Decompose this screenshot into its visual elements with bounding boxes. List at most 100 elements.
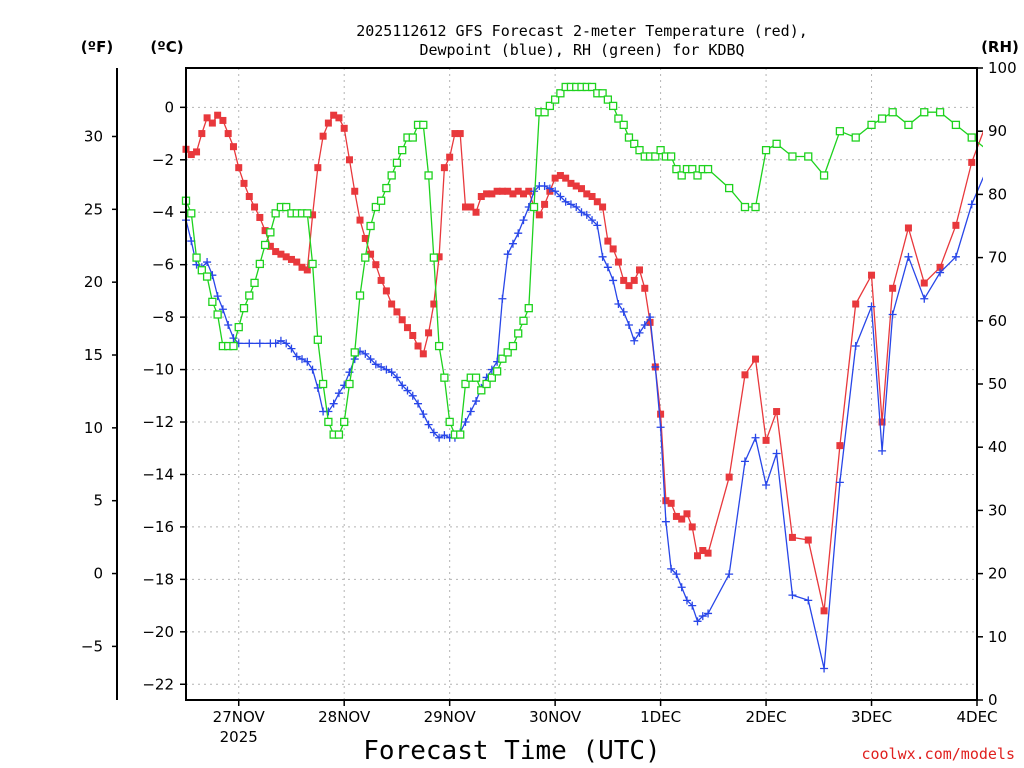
rh-point bbox=[529, 202, 539, 212]
dewpoint-point bbox=[366, 355, 375, 364]
2-meter-temperature-point bbox=[567, 179, 575, 187]
dewpoint-point bbox=[324, 407, 333, 416]
2-meter-temperature-point bbox=[377, 276, 385, 284]
dewpoint-point bbox=[640, 320, 649, 329]
2-meter-temperature-point bbox=[578, 185, 585, 193]
2-meter-temperature-point bbox=[245, 192, 253, 200]
2-meter-temperature-point bbox=[904, 224, 912, 232]
rh-point bbox=[340, 417, 349, 427]
dewpoint-point bbox=[951, 252, 960, 261]
time-tick-label: 4DEC bbox=[956, 708, 997, 726]
2-meter-temperature-point bbox=[820, 607, 828, 615]
rh-point bbox=[598, 89, 607, 98]
plot-frame bbox=[185, 67, 978, 701]
dewpoint-point bbox=[920, 294, 929, 303]
dewpoint-point bbox=[651, 362, 660, 371]
2-meter-temperature-point bbox=[193, 148, 201, 156]
2-meter-temperature-point bbox=[414, 342, 422, 350]
2-meter-temperature-point bbox=[498, 187, 506, 195]
rh-tick-label: 50 bbox=[988, 375, 1007, 393]
celsius-tick-label: 0 bbox=[164, 98, 174, 116]
dewpoint-point bbox=[624, 320, 633, 329]
dewpoint-point bbox=[804, 596, 813, 605]
rh-point bbox=[187, 209, 196, 218]
2-meter-temperature-point bbox=[667, 499, 675, 507]
2-meter-temperature-point bbox=[519, 190, 527, 198]
chart-title-line2: Dewpoint (blue), RH (green) for KDBQ bbox=[419, 41, 744, 59]
dewpoint-point bbox=[424, 420, 433, 429]
rh-point bbox=[804, 152, 813, 161]
rh-point bbox=[867, 120, 876, 130]
dewpoint-point bbox=[371, 360, 380, 369]
2-meter-temperature-point bbox=[688, 523, 696, 531]
time-tick-label: 28NOV bbox=[318, 708, 371, 726]
2-meter-temperature-point bbox=[641, 284, 649, 292]
rh-point bbox=[519, 316, 528, 325]
rh-point bbox=[429, 253, 438, 262]
2-meter-temperature-point bbox=[836, 442, 844, 450]
rh-point bbox=[461, 379, 470, 389]
rh-point bbox=[282, 202, 291, 212]
rh-point bbox=[624, 133, 634, 142]
rh-point bbox=[456, 430, 465, 439]
2-meter-temperature-point bbox=[762, 436, 770, 444]
rh-point bbox=[888, 108, 897, 117]
rh-tick-label: 20 bbox=[988, 565, 1007, 583]
dewpoint-point bbox=[398, 381, 407, 390]
2-meter-temperature-point bbox=[472, 208, 480, 216]
time-tick-label: 2DEC bbox=[746, 708, 787, 726]
rh-point bbox=[545, 101, 555, 111]
dewpoint-point bbox=[646, 313, 655, 322]
2-meter-temperature-point bbox=[435, 253, 443, 261]
dewpoint-point bbox=[345, 368, 354, 377]
2-meter-temperature-point bbox=[324, 119, 332, 127]
rh-point bbox=[656, 146, 665, 155]
dewpoint-point bbox=[203, 258, 212, 267]
2-meter-temperature-point bbox=[562, 174, 570, 182]
rh-tick-label: 60 bbox=[988, 312, 1007, 330]
rh-point bbox=[260, 240, 270, 250]
dewpoint-point bbox=[329, 399, 338, 408]
fahrenheit-tick-label: 10 bbox=[84, 419, 103, 437]
dewpoint-point bbox=[667, 564, 676, 573]
dewpoint-point bbox=[514, 229, 523, 238]
rh-point bbox=[345, 379, 354, 389]
2-meter-temperature-point bbox=[525, 187, 533, 195]
2-meter-temperature-point bbox=[868, 271, 876, 279]
rh-point bbox=[788, 152, 797, 161]
celsius-tick-label: −20 bbox=[142, 623, 174, 641]
rh-point bbox=[234, 322, 243, 332]
rh-point bbox=[851, 133, 860, 142]
dewpoint-point bbox=[593, 221, 602, 230]
2-meter-temperature-point bbox=[208, 119, 216, 127]
2-meter-temperature-point bbox=[804, 536, 812, 544]
dewpoint-point bbox=[661, 517, 670, 526]
2-meter-temperature-point bbox=[340, 124, 348, 132]
dewpoint-point bbox=[851, 341, 860, 350]
2-meter-temperature-point bbox=[773, 408, 781, 416]
rh-point bbox=[371, 202, 380, 212]
dewpoint-point bbox=[788, 591, 797, 600]
2-meter-temperature-point bbox=[672, 512, 680, 520]
rh-point bbox=[424, 171, 433, 180]
dewpoint-point bbox=[387, 368, 396, 377]
rh-point bbox=[445, 417, 454, 427]
celsius-tick-label: −2 bbox=[152, 151, 174, 169]
2-meter-temperature-point bbox=[219, 116, 227, 124]
rh-point bbox=[477, 386, 486, 395]
chart-title-line1: 2025112612 GFS Forecast 2-meter Temperat… bbox=[356, 22, 808, 40]
celsius-tick-label: −8 bbox=[152, 308, 174, 326]
fahrenheit-axis: 30 25 20 15 10 5 0 −5 bbox=[81, 127, 117, 655]
dewpoint-point bbox=[503, 250, 512, 259]
2-meter-temperature-point bbox=[467, 203, 475, 211]
rh-point bbox=[308, 259, 317, 269]
dewpoint-point bbox=[698, 612, 707, 621]
2-meter-temperature-point bbox=[203, 114, 211, 122]
time-axis: 27NOV 2025 28NOV 29NOV 30NOV 1DEC 2DEC 3DEC 4DEC bbox=[213, 700, 998, 746]
fahrenheit-unit-label: (ºF) bbox=[81, 38, 113, 56]
2-meter-temperature-point bbox=[483, 190, 491, 198]
dewpoint-point bbox=[255, 339, 264, 348]
dewpoint-point bbox=[308, 365, 317, 374]
2-meter-temperature-point bbox=[309, 211, 317, 219]
